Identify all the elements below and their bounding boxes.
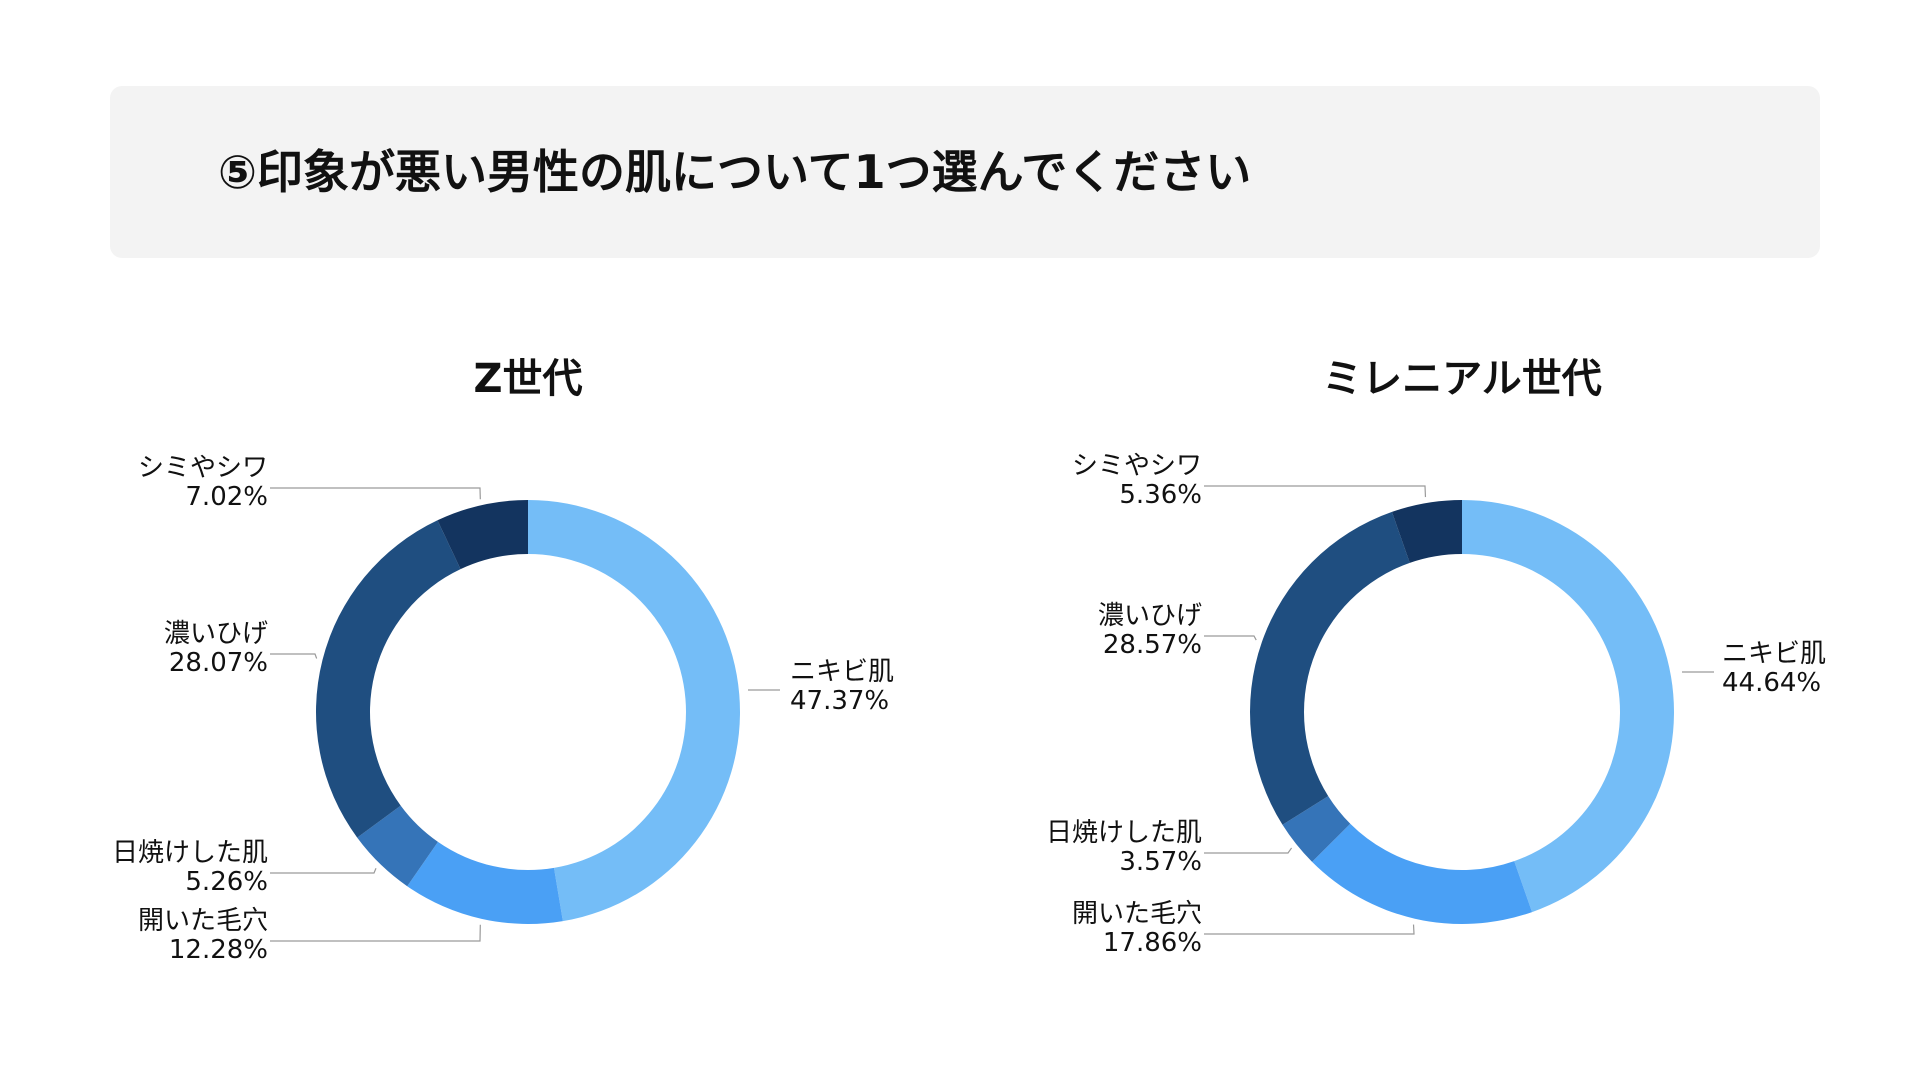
slice-value-label: 3.57% <box>1119 847 1202 877</box>
leader-line <box>270 868 377 874</box>
slice-label: 開いた毛穴 <box>1072 899 1202 929</box>
leader-line <box>270 653 318 659</box>
slice-label: シミやシワ <box>1072 451 1202 481</box>
leader-line <box>1204 924 1415 935</box>
slice-value-label: 12.28% <box>169 935 268 965</box>
slice-label: 濃いひげ <box>1098 601 1202 631</box>
slice-value-label: 7.02% <box>185 482 268 512</box>
leader-line <box>270 487 481 500</box>
leader-line <box>1204 485 1427 498</box>
slice-label: 日焼けした肌 <box>1046 818 1202 848</box>
donut-slice <box>316 520 461 838</box>
donut-slice <box>437 500 528 570</box>
leader-line <box>270 924 481 942</box>
slice-value-label: 44.64% <box>1722 668 1821 698</box>
slice-value-label: 5.26% <box>185 867 268 897</box>
slice-value-label: 28.57% <box>1103 630 1202 660</box>
donut-slice <box>1250 511 1410 825</box>
leader-line <box>1204 847 1293 854</box>
slice-label: 濃いひげ <box>164 619 268 649</box>
slice-label: ニキビ肌 <box>1722 639 1826 669</box>
donut-slice <box>1282 796 1351 862</box>
slice-label: 日焼けした肌 <box>112 838 268 868</box>
question-banner: ⑤印象が悪い男性の肌について1つ選んでください <box>110 86 1820 258</box>
slice-label: ニキビ肌 <box>790 657 894 687</box>
chart-title: Z世代 <box>473 356 582 402</box>
donut-slice <box>407 841 563 924</box>
slice-label: シミやシワ <box>138 453 268 483</box>
chart-title: ミレニアル世代 <box>1322 356 1602 402</box>
donut-slice <box>528 500 740 922</box>
slice-value-label: 47.37% <box>790 686 889 716</box>
slice-value-label: 28.07% <box>169 648 268 678</box>
leader-line <box>1204 635 1257 641</box>
slice-value-label: 17.86% <box>1103 928 1202 958</box>
donut-slice <box>1462 500 1674 913</box>
slice-value-label: 5.36% <box>1119 480 1202 510</box>
question-title: ⑤印象が悪い男性の肌について1つ選んでください <box>218 145 1252 199</box>
donut-slice <box>357 805 438 887</box>
donut-slice <box>1391 500 1462 563</box>
slice-label: 開いた毛穴 <box>138 906 268 936</box>
donut-slice <box>1312 823 1533 924</box>
